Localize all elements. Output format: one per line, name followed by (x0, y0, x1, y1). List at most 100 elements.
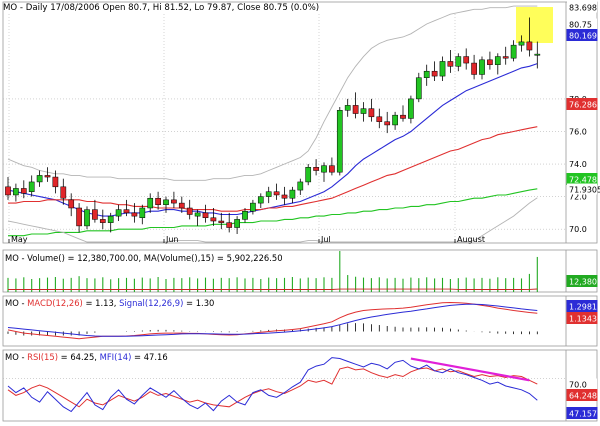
price-value-label: 76.2868 (569, 100, 600, 109)
down-candle (447, 61, 454, 67)
price-value-label: 71.9305 (569, 185, 600, 194)
macd-legend-part: = 1.30 (183, 298, 214, 308)
volume-value-label-box (566, 275, 598, 287)
upper-band-line (7, 5, 538, 181)
down-candle (155, 197, 161, 205)
volume-legend: MO - Volume() = 12,380,700.00, MA(Volume… (5, 253, 283, 263)
up-candle (115, 209, 122, 217)
up-candle (257, 196, 264, 204)
up-candle (479, 59, 485, 75)
down-candle (313, 167, 319, 171)
price-panel-frame (2, 1, 598, 244)
price-value-label: 72.4781 (569, 175, 600, 184)
lower-band-line (7, 197, 538, 243)
down-candle (463, 56, 470, 64)
up-candle (13, 188, 19, 196)
down-candle (329, 165, 335, 173)
rsi-line (7, 366, 538, 408)
down-candle (502, 56, 509, 59)
x-axis-month-label: Jul (320, 235, 331, 244)
down-candle (60, 186, 67, 199)
rsi-legend-part: MFI(14) (100, 352, 132, 362)
macd-line (7, 301, 538, 340)
price-y-tick-label: 76.0 (569, 127, 587, 136)
down-candle (171, 199, 177, 204)
down-candle (384, 121, 391, 126)
up-candle (336, 110, 343, 173)
down-candle (368, 108, 375, 118)
up-candle (194, 212, 201, 217)
down-candle (123, 209, 130, 214)
down-candle (281, 194, 288, 199)
price-value-label-box (567, 18, 597, 30)
price-value-label-box (566, 29, 598, 41)
rsi-value-label: 70.0 (569, 380, 587, 389)
rsi-legend: MO - RSI(15) = 64.25, MFI(14) = 47.16 (5, 352, 168, 362)
up-candle (84, 209, 90, 227)
rsi-trendline (410, 357, 530, 382)
down-candle (273, 191, 280, 196)
down-candle (471, 62, 477, 75)
price-value-label: 83.698 (569, 3, 597, 12)
volume-value-label: 12,380,7 (569, 277, 600, 286)
down-candle (131, 212, 138, 217)
down-candle (99, 219, 106, 223)
up-candle (139, 207, 146, 219)
rsi-value-label-box (566, 407, 598, 419)
up-candle (250, 202, 256, 212)
up-candle (289, 189, 296, 199)
chart-title: MO - Daily 17/08/2006 Open 80.7, Hi 81.5… (3, 3, 319, 13)
up-candle (534, 53, 541, 56)
down-candle (218, 220, 225, 223)
price-value-label: 80.1695 (569, 31, 600, 40)
up-candle (455, 56, 462, 67)
down-candle (5, 186, 11, 196)
price-value-label-box (567, 183, 597, 195)
price-value-label: 80.75 (569, 20, 592, 29)
rsi-value-label-box (567, 378, 597, 390)
up-candle (360, 108, 367, 114)
price-value-label-box (567, 1, 597, 13)
up-candle (242, 210, 248, 220)
macd-legend-prefix: MO - (5, 298, 27, 308)
price-y-tick-label: 72.0 (569, 193, 587, 202)
up-candle (439, 61, 446, 77)
up-candle (415, 77, 422, 100)
up-candle (344, 105, 351, 111)
up-candle (305, 167, 312, 183)
down-candle (92, 209, 98, 220)
x-axis-month-label: August (457, 235, 485, 244)
ma-slow-line (8, 188, 538, 237)
macd-value-label: 1.13438 (569, 314, 600, 323)
down-candle (186, 207, 193, 215)
up-candle (392, 114, 398, 126)
rsi-legend-part: RSI(15) (27, 352, 58, 362)
down-candle (400, 114, 406, 119)
signal-line (7, 303, 538, 337)
down-candle (352, 105, 359, 114)
up-candle (107, 215, 114, 223)
down-candle (68, 199, 75, 209)
down-candle (44, 175, 51, 178)
price-value-label-box (566, 98, 598, 110)
up-candle (36, 175, 43, 183)
x-axis-month-label: May (11, 235, 28, 244)
ma-mid-line (8, 126, 538, 212)
up-candle (28, 181, 35, 192)
rsi-value-label: 47.1579 (569, 409, 600, 418)
macd-legend-part: = 1.13, (83, 298, 119, 308)
price-y-tick-label: 74.0 (569, 160, 587, 169)
up-candle (163, 199, 169, 205)
down-candle (76, 207, 82, 227)
rsi-legend-prefix: MO - (5, 352, 27, 362)
macd-value-label-box (566, 300, 598, 312)
down-candle (376, 116, 383, 122)
up-candle (147, 197, 154, 209)
down-candle (526, 41, 533, 51)
up-candle (408, 98, 414, 119)
up-candle (518, 41, 525, 46)
macd-legend-part: Signal(12,26,9) (119, 298, 183, 308)
down-candle (202, 212, 209, 219)
price-panel: 70.072.074.076.078.0MayJunJulAugust83.69… (2, 1, 600, 244)
